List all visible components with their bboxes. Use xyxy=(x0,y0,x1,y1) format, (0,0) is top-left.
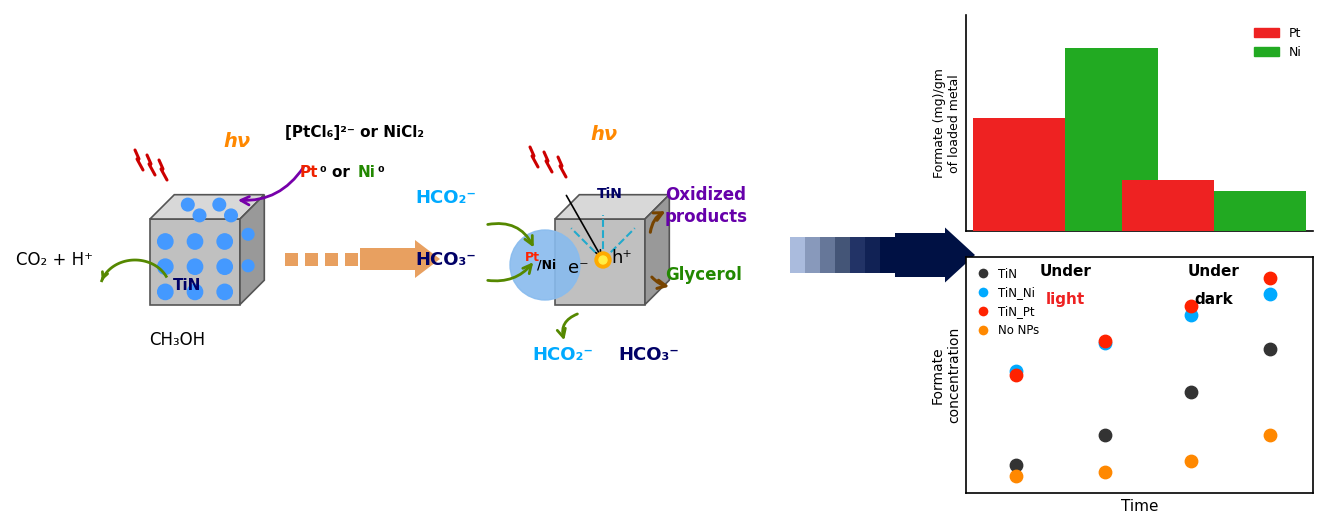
Circle shape xyxy=(217,284,232,300)
Point xyxy=(1005,367,1026,375)
Text: TiN: TiN xyxy=(173,278,201,293)
Point xyxy=(1094,468,1116,476)
Text: hν: hν xyxy=(591,125,617,144)
Text: Under: Under xyxy=(1040,264,1092,279)
Point xyxy=(1005,472,1026,481)
Text: e⁻: e⁻ xyxy=(568,259,588,277)
Point xyxy=(1180,388,1201,396)
FancyArrowPatch shape xyxy=(651,213,663,232)
Point xyxy=(1260,274,1281,283)
Polygon shape xyxy=(555,219,645,304)
Point xyxy=(1260,431,1281,439)
Text: HCO₃⁻: HCO₃⁻ xyxy=(415,251,476,269)
Text: CH₃OH: CH₃OH xyxy=(149,331,205,349)
Circle shape xyxy=(157,259,173,274)
Point xyxy=(1094,339,1116,347)
Point xyxy=(1094,431,1116,439)
Circle shape xyxy=(595,252,611,268)
FancyArrow shape xyxy=(360,240,440,278)
Bar xyxy=(805,237,820,273)
Text: Under: Under xyxy=(1188,264,1240,279)
Point xyxy=(1180,311,1201,319)
Circle shape xyxy=(188,284,203,300)
FancyArrowPatch shape xyxy=(557,314,577,337)
Text: ⁰ or: ⁰ or xyxy=(320,165,355,180)
Bar xyxy=(1214,191,1306,231)
Text: HCO₂⁻: HCO₂⁻ xyxy=(415,189,476,207)
FancyBboxPatch shape xyxy=(325,253,339,266)
Point xyxy=(1005,462,1026,470)
Text: Glycerol: Glycerol xyxy=(665,266,742,284)
Point xyxy=(1180,457,1201,465)
Text: products: products xyxy=(665,208,748,226)
X-axis label: Time: Time xyxy=(1121,499,1158,514)
Bar xyxy=(820,237,834,273)
Text: Pt: Pt xyxy=(300,165,319,180)
FancyArrowPatch shape xyxy=(488,224,532,245)
Bar xyxy=(1065,48,1158,231)
Point xyxy=(1260,289,1281,298)
Text: Oxidized: Oxidized xyxy=(665,186,746,204)
Circle shape xyxy=(181,198,195,211)
Point xyxy=(1005,371,1026,379)
Point xyxy=(1180,302,1201,310)
Legend: Pt, Ni: Pt, Ni xyxy=(1249,22,1306,64)
Bar xyxy=(790,237,805,273)
Circle shape xyxy=(243,260,255,272)
Bar xyxy=(850,237,865,273)
Text: TiN: TiN xyxy=(597,187,623,201)
Polygon shape xyxy=(645,195,669,304)
Circle shape xyxy=(217,259,232,274)
Polygon shape xyxy=(151,195,264,219)
FancyArrowPatch shape xyxy=(488,265,532,281)
FancyArrowPatch shape xyxy=(241,168,304,205)
FancyBboxPatch shape xyxy=(285,253,299,266)
Text: Ni: Ni xyxy=(359,165,376,180)
Circle shape xyxy=(243,228,255,240)
Text: Pt: Pt xyxy=(524,251,540,264)
Bar xyxy=(865,237,880,273)
Text: ⁰: ⁰ xyxy=(379,165,385,180)
Bar xyxy=(973,118,1065,231)
Circle shape xyxy=(511,230,580,300)
FancyBboxPatch shape xyxy=(305,253,319,266)
Circle shape xyxy=(157,234,173,249)
Text: h⁺: h⁺ xyxy=(612,249,632,267)
Bar xyxy=(834,237,850,273)
FancyBboxPatch shape xyxy=(345,253,359,266)
Text: dark: dark xyxy=(1194,291,1233,307)
Y-axis label: Formate
concentration: Formate concentration xyxy=(930,327,961,424)
Circle shape xyxy=(225,209,237,222)
FancyArrow shape xyxy=(894,228,974,283)
Text: hν: hν xyxy=(223,132,251,151)
Text: /Ni: /Ni xyxy=(537,259,557,272)
Point xyxy=(1094,337,1116,345)
Legend: TiN, TiN_Ni, TiN_Pt, No NPs: TiN, TiN_Ni, TiN_Pt, No NPs xyxy=(972,263,1044,342)
Circle shape xyxy=(217,234,232,249)
Bar xyxy=(880,237,894,273)
Text: HCO₃⁻: HCO₃⁻ xyxy=(619,346,678,364)
Polygon shape xyxy=(240,195,264,304)
Polygon shape xyxy=(555,195,669,219)
Circle shape xyxy=(599,256,607,264)
Circle shape xyxy=(188,234,203,249)
Bar xyxy=(1121,180,1214,231)
Circle shape xyxy=(193,209,205,222)
Circle shape xyxy=(188,259,203,274)
FancyArrowPatch shape xyxy=(652,277,666,288)
Text: [PtCl₆]²⁻ or NiCl₂: [PtCl₆]²⁻ or NiCl₂ xyxy=(285,125,424,140)
Circle shape xyxy=(213,198,225,211)
Polygon shape xyxy=(151,219,240,304)
Point xyxy=(1260,345,1281,354)
Text: HCO₂⁻: HCO₂⁻ xyxy=(532,346,593,364)
Text: CO₂ + H⁺: CO₂ + H⁺ xyxy=(16,251,93,269)
Text: light: light xyxy=(1046,291,1085,307)
Y-axis label: Formate (mg)/gm
of loaded metal: Formate (mg)/gm of loaded metal xyxy=(933,68,961,178)
Circle shape xyxy=(157,284,173,300)
